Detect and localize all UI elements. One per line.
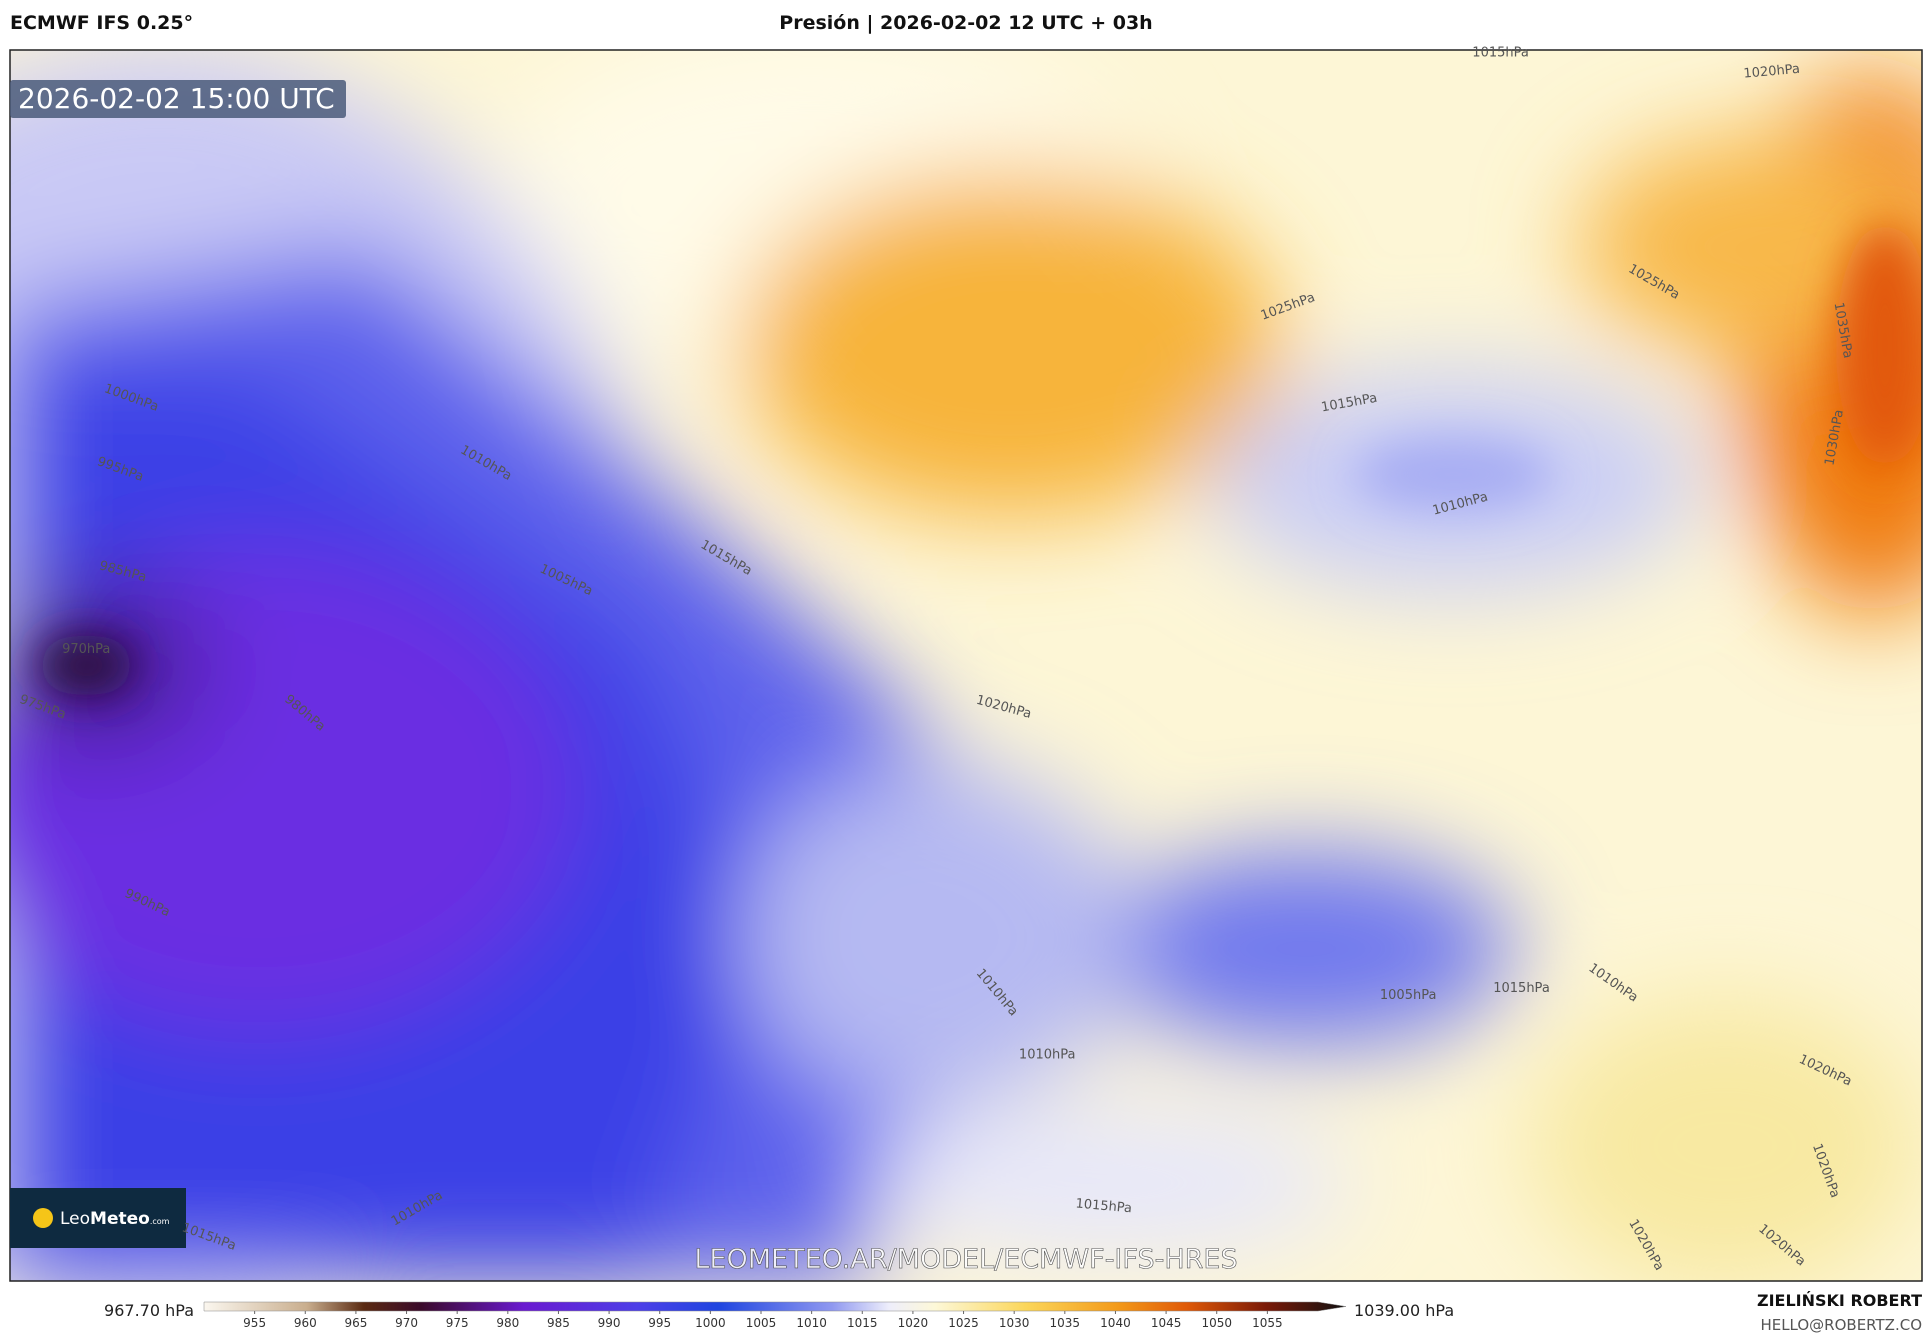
isobar-label: 970hPa — [62, 642, 110, 657]
isobar-label: 1015hPa — [1493, 981, 1550, 996]
isobar-label: 1015hPa — [1472, 46, 1529, 61]
timestamp: 2026-02-02 15:00 UTC — [18, 82, 335, 115]
model-name: ECMWF IFS 0.25° — [10, 12, 194, 34]
colorbar-tick-label: 990 — [598, 1316, 621, 1330]
colorbar-tick-label: 1020 — [898, 1316, 929, 1330]
timestamp-box — [10, 80, 346, 118]
logo-suffix: .com — [150, 1217, 170, 1226]
colorbar-tick-label: 1015 — [847, 1316, 878, 1330]
isobar-label: 1020hPa — [1743, 62, 1801, 82]
map-frame — [9, 49, 1923, 1282]
colorbar-tick-label: 1045 — [1151, 1316, 1182, 1330]
colorbar-tick-label: 985 — [547, 1316, 570, 1330]
colorbar-tick-label: 960 — [294, 1316, 317, 1330]
isobar-label: 1005hPa — [1380, 988, 1437, 1003]
colorbar-max: 1039.00 hPa — [1354, 1301, 1454, 1320]
isobar-label: 1015hPa — [1075, 1196, 1133, 1216]
author: ZIELIŃSKI ROBERT — [1757, 1291, 1922, 1310]
colorbar-tick-label: 1050 — [1201, 1316, 1232, 1330]
colorbar-tick-label: 1040 — [1100, 1316, 1131, 1330]
logo-b: Meteo — [90, 1209, 150, 1229]
colorbar-tick-label: 955 — [243, 1316, 266, 1330]
contact: HELLO@ROBERTZ.CO — [1760, 1316, 1922, 1334]
colorbar: 955 960 965 970 975 980 985 990 995 1000 1005 1010 1… — [104, 1301, 1454, 1330]
pressure-field — [10, 50, 1922, 1281]
colorbar-tick-label: 995 — [648, 1316, 671, 1330]
isobar-label: 1010hPa — [1019, 1047, 1076, 1062]
colorbar-tick-label: 1025 — [948, 1316, 979, 1330]
colorbar-tick-label: 1010 — [796, 1316, 827, 1330]
colorbar-tick-label: 1030 — [999, 1316, 1030, 1330]
colorbar-bar — [203, 1301, 1347, 1312]
colorbar-tick-label: 1035 — [1050, 1316, 1081, 1330]
watermark: LEOMETEO.AR/MODEL/ECMWF-IFS-HRES — [694, 1244, 1237, 1275]
colorbar-min: 967.70 hPa — [104, 1301, 194, 1320]
logo-text: LeoMeteo.com — [60, 1209, 170, 1229]
colorbar-tick-label: 1000 — [695, 1316, 726, 1330]
colorbar-tick-label: 1005 — [746, 1316, 777, 1330]
map-title: Presión | 2026-02-02 12 UTC + 03h — [779, 12, 1153, 34]
colorbar-tick-label: 1055 — [1252, 1316, 1283, 1330]
colorbar-tick-label: 970 — [395, 1316, 418, 1330]
logo-sun — [33, 1208, 53, 1228]
colorbar-tick-label: 975 — [446, 1316, 469, 1330]
colorbar-tick-label: 980 — [496, 1316, 519, 1330]
colorbar-tick-label: 965 — [344, 1316, 367, 1330]
logo-a: Leo — [60, 1209, 90, 1229]
